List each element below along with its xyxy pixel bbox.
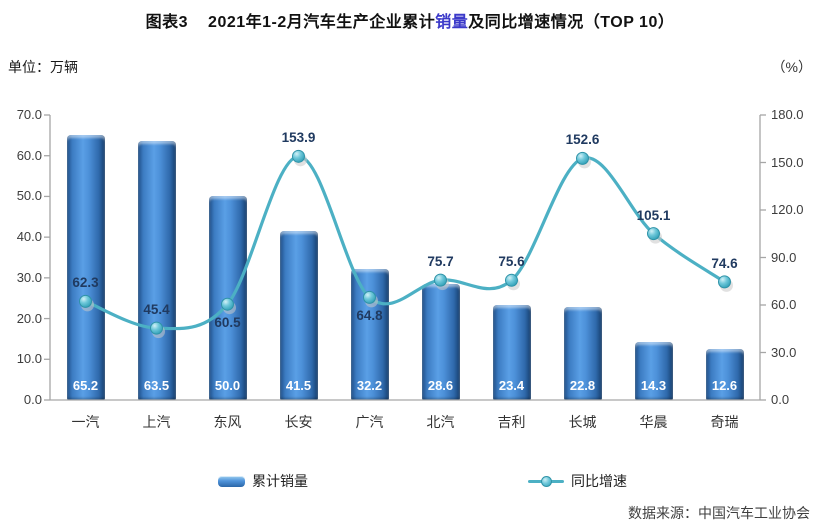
figure-tag: 图表3 xyxy=(145,14,189,31)
line-point-长安 xyxy=(292,149,305,163)
bar-value-label: 22.8 xyxy=(569,378,596,393)
bar-上汽 xyxy=(137,141,176,400)
right-axis-tick-label: 180.0 xyxy=(771,107,804,122)
category-label-奇瑞: 奇瑞 xyxy=(710,414,739,430)
left-axis-tick-label: 20.0 xyxy=(16,310,42,326)
left-axis-tick-label: 70.0 xyxy=(16,107,42,122)
line-series-label: 同比增速 xyxy=(571,473,627,489)
bar-一汽 xyxy=(66,134,105,400)
line-value-label: 75.6 xyxy=(498,254,525,270)
left-axis-tick-label: 0.0 xyxy=(23,392,42,407)
chart-title: 图表3 2021年1-2月汽车生产企业累计销量及同比增速情况（TOP 10） xyxy=(0,8,820,32)
category-label-广汽: 广汽 xyxy=(355,414,384,430)
bar-value-label: 65.2 xyxy=(72,378,99,393)
legend-item-line: 同比增速 xyxy=(528,470,627,492)
category-label-上汽: 上汽 xyxy=(142,414,171,430)
title-highlight: 销量 xyxy=(435,14,469,31)
growth-line xyxy=(83,154,727,331)
line-point-北汽 xyxy=(434,273,447,287)
left-axis-tick-label: 30.0 xyxy=(16,269,42,285)
bar-吉利 xyxy=(492,304,531,400)
right-axis-tick-label: 60.0 xyxy=(771,297,797,312)
legend: 累计销量 同比增速 xyxy=(0,470,820,492)
line-value-label: 105.1 xyxy=(636,207,671,223)
bar-value-label: 50.0 xyxy=(214,378,241,393)
right-axis-unit-label: （%） xyxy=(771,59,812,75)
category-label-吉利: 吉利 xyxy=(497,414,526,430)
line-point-广汽 xyxy=(363,290,376,304)
bar-北汽 xyxy=(421,283,460,400)
line-point-华晨 xyxy=(647,227,660,241)
line-value-label: 60.5 xyxy=(214,315,241,331)
bar-value-label: 41.5 xyxy=(285,378,312,393)
right-axis-tick-label: 120.0 xyxy=(771,202,804,217)
bar-value-label: 14.3 xyxy=(640,378,667,393)
category-label-长安: 长安 xyxy=(284,414,313,430)
line-value-label: 45.4 xyxy=(143,302,170,318)
left-axis-tick-label: 10.0 xyxy=(16,351,42,367)
right-axis-tick-label: 0.0 xyxy=(771,392,790,407)
line-series-swatch xyxy=(528,474,564,488)
right-axis-tick-label: 30.0 xyxy=(771,344,797,360)
line-value-label: 62.3 xyxy=(72,275,99,291)
bar-长安 xyxy=(279,231,318,400)
bar-value-label: 28.6 xyxy=(427,378,454,393)
line-point-上汽 xyxy=(150,321,163,335)
left-axis-tick-label: 60.0 xyxy=(16,147,42,163)
category-label-北汽: 北汽 xyxy=(426,414,455,430)
bar-奇瑞 xyxy=(705,348,744,400)
category-label-一汽: 一汽 xyxy=(71,414,100,430)
line-point-长城 xyxy=(576,151,589,165)
legend-item-bar: 累计销量 xyxy=(218,470,308,492)
data-source: 数据来源：中国汽车工业协会 xyxy=(628,505,810,521)
bar-value-label: 32.2 xyxy=(356,378,383,393)
left-axis-unit-label: 单位：万辆 xyxy=(8,59,78,75)
line-point-奇瑞 xyxy=(718,275,731,289)
bar-value-label: 23.4 xyxy=(498,378,525,393)
line-point-吉利 xyxy=(505,273,518,287)
category-label-长城: 长城 xyxy=(568,414,597,430)
title-text: 2021年1-2月汽车生产企业累计销量及同比增速情况（TOP 10） xyxy=(208,14,675,31)
bar-长城 xyxy=(563,307,602,400)
line-point-东风 xyxy=(221,297,234,311)
line-value-label: 64.8 xyxy=(356,308,383,324)
bar-series-swatch xyxy=(218,475,245,487)
line-point-一汽 xyxy=(79,294,92,308)
category-label-东风: 东风 xyxy=(213,414,242,430)
line-value-label: 153.9 xyxy=(281,130,316,146)
right-axis-tick-label: 90.0 xyxy=(771,249,797,265)
category-label-华晨: 华晨 xyxy=(639,414,668,430)
right-axis-tick-label: 150.0 xyxy=(771,154,804,170)
left-axis-tick-label: 50.0 xyxy=(16,188,42,204)
bar-value-label: 12.6 xyxy=(711,378,738,393)
line-value-label: 74.6 xyxy=(711,255,738,271)
bar-series-label: 累计销量 xyxy=(252,473,308,489)
bar-广汽 xyxy=(350,268,389,400)
bar-华晨 xyxy=(634,341,673,400)
line-value-label: 75.7 xyxy=(427,254,454,270)
bar-value-label: 63.5 xyxy=(143,378,170,393)
line-value-label: 152.6 xyxy=(565,132,600,148)
left-axis-tick-label: 40.0 xyxy=(16,229,42,245)
